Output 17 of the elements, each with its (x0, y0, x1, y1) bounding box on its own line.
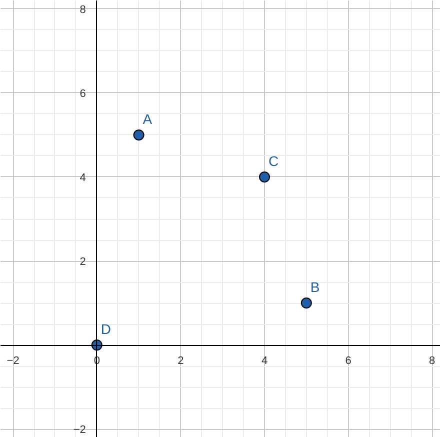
y-tick-label: 8 (80, 4, 86, 16)
annotation: D (100, 321, 112, 338)
annotation: B (310, 279, 320, 296)
point (133, 129, 144, 140)
annotation: A (142, 110, 153, 127)
y-tick-label: 4 (80, 172, 86, 184)
y-tick-label: 6 (80, 88, 86, 100)
y-tick-label: 2 (80, 256, 86, 268)
point (300, 298, 312, 309)
y-tick-label: −2 (73, 424, 86, 436)
point (259, 171, 270, 182)
x-tick-label: 2 (178, 355, 184, 368)
annotation: C (268, 152, 279, 169)
x-tick-label: 4 (261, 355, 268, 368)
x-tick-label: 6 (345, 355, 352, 368)
x-tick-label: 8 (429, 355, 436, 368)
x-tick-label: −2 (6, 355, 20, 368)
